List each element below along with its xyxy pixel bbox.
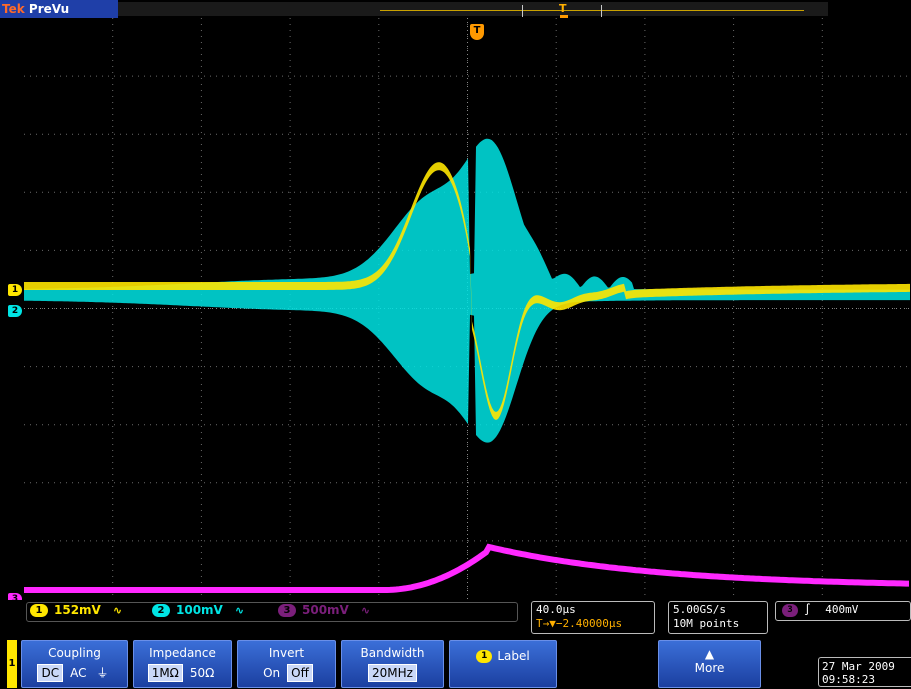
bandwidth-title: Bandwidth	[360, 646, 425, 660]
trigger-slope-icon: ∫	[804, 603, 811, 616]
invert-title: Invert	[268, 646, 305, 660]
date-time-readout: 27 Mar 2009 09:58:23	[818, 657, 911, 687]
coupling-dc-option[interactable]: DC	[37, 664, 64, 682]
channel-1-readout[interactable]: 1 152mV ∿	[30, 602, 122, 618]
label-title: Label	[497, 649, 530, 663]
more-button[interactable]: ▲ More	[658, 640, 761, 688]
bandwidth-value: 20MHz	[368, 664, 417, 682]
record-length: 10M points	[673, 617, 740, 630]
horizontal-position: T→▼−2.40000µs	[536, 617, 623, 630]
time-per-division: 40.0µs	[536, 603, 576, 616]
record-view-window[interactable]	[522, 5, 602, 17]
invert-button[interactable]: Invert On Off	[237, 640, 336, 688]
bandwidth-limit-icon: ∿	[234, 604, 245, 617]
channel-2-waveform	[24, 138, 910, 443]
invert-on-option[interactable]: On	[263, 666, 281, 680]
sample-rate: 5.00GS/s	[673, 603, 726, 616]
bandwidth-limit-icon: ∿	[112, 604, 123, 617]
channel-2-marker[interactable]: 2	[8, 305, 22, 317]
trigger-source-badge: 3	[782, 604, 798, 617]
channel-1-waveform	[24, 162, 910, 420]
chevron-up-icon: ▲	[704, 647, 715, 661]
waveform-graticule[interactable]	[24, 18, 911, 599]
coupling-title: Coupling	[48, 646, 101, 660]
acquisition-mode: PreVu	[28, 2, 70, 16]
vertical-menu-bar: 1 Coupling DC AC ⏚ Impedance 1MΩ 50Ω Invert…	[0, 638, 911, 689]
impedance-1m-option[interactable]: 1MΩ	[147, 664, 183, 682]
label-button[interactable]: 1 Label	[449, 640, 557, 688]
trigger-readout[interactable]: 3 ∫ 400mV	[775, 601, 911, 621]
channel-2-badge: 2	[152, 604, 170, 617]
impedance-title: Impedance	[149, 646, 216, 660]
more-title: More	[694, 661, 725, 675]
label-channel-badge: 1	[476, 650, 493, 663]
trigger-position-marker[interactable]: T	[470, 24, 484, 40]
channel-readout-frame	[26, 602, 518, 622]
channel-3-scale: 500mV	[302, 603, 349, 617]
bandwidth-button[interactable]: Bandwidth 20MHz	[341, 640, 444, 688]
channel-1-badge: 1	[30, 604, 48, 617]
date-text: 27 Mar 2009	[822, 660, 895, 673]
coupling-button[interactable]: Coupling DC AC ⏚	[21, 640, 128, 688]
channel-1-scale: 152mV	[54, 603, 101, 617]
impedance-button[interactable]: Impedance 1MΩ 50Ω	[133, 640, 232, 688]
brand-logo: Tek PreVu	[0, 0, 118, 18]
channel-2-readout[interactable]: 2 100mV ∿	[152, 602, 244, 618]
ground-icon[interactable]: ⏚	[96, 666, 109, 680]
channel-3-waveform	[24, 543, 909, 593]
channel-3-readout[interactable]: 3 500mV ∿	[278, 602, 370, 618]
record-trigger-marker: T	[559, 2, 567, 15]
invert-off-option[interactable]: Off	[287, 664, 313, 682]
coupling-ac-option[interactable]: AC	[70, 666, 87, 680]
record-view-bar[interactable]: T	[118, 2, 828, 18]
record-trigger-dot	[560, 15, 568, 18]
acquisition-readout[interactable]: 5.00GS/s 10M points	[668, 601, 768, 634]
bandwidth-limit-icon: ∿	[360, 604, 371, 617]
top-status-bar: Tek PreVu T	[0, 0, 911, 18]
readout-bar: 1 152mV ∿ 2 100mV ∿ 3 500mV ∿ 40.0µs T→▼−2.400…	[0, 600, 911, 636]
impedance-50-option[interactable]: 50Ω	[189, 666, 215, 680]
menu-channel-tab: 1	[7, 640, 17, 688]
timebase-readout[interactable]: 40.0µs T→▼−2.40000µs	[531, 601, 655, 634]
channel-2-scale: 100mV	[176, 603, 223, 617]
brand-prefix: Tek	[2, 2, 25, 16]
channel-1-marker[interactable]: 1	[8, 284, 22, 296]
record-track	[380, 10, 804, 11]
channel-3-badge: 3	[278, 604, 296, 617]
time-text: 09:58:23	[822, 673, 875, 686]
graticule-svg	[24, 18, 911, 599]
trigger-level: 400mV	[825, 603, 859, 616]
